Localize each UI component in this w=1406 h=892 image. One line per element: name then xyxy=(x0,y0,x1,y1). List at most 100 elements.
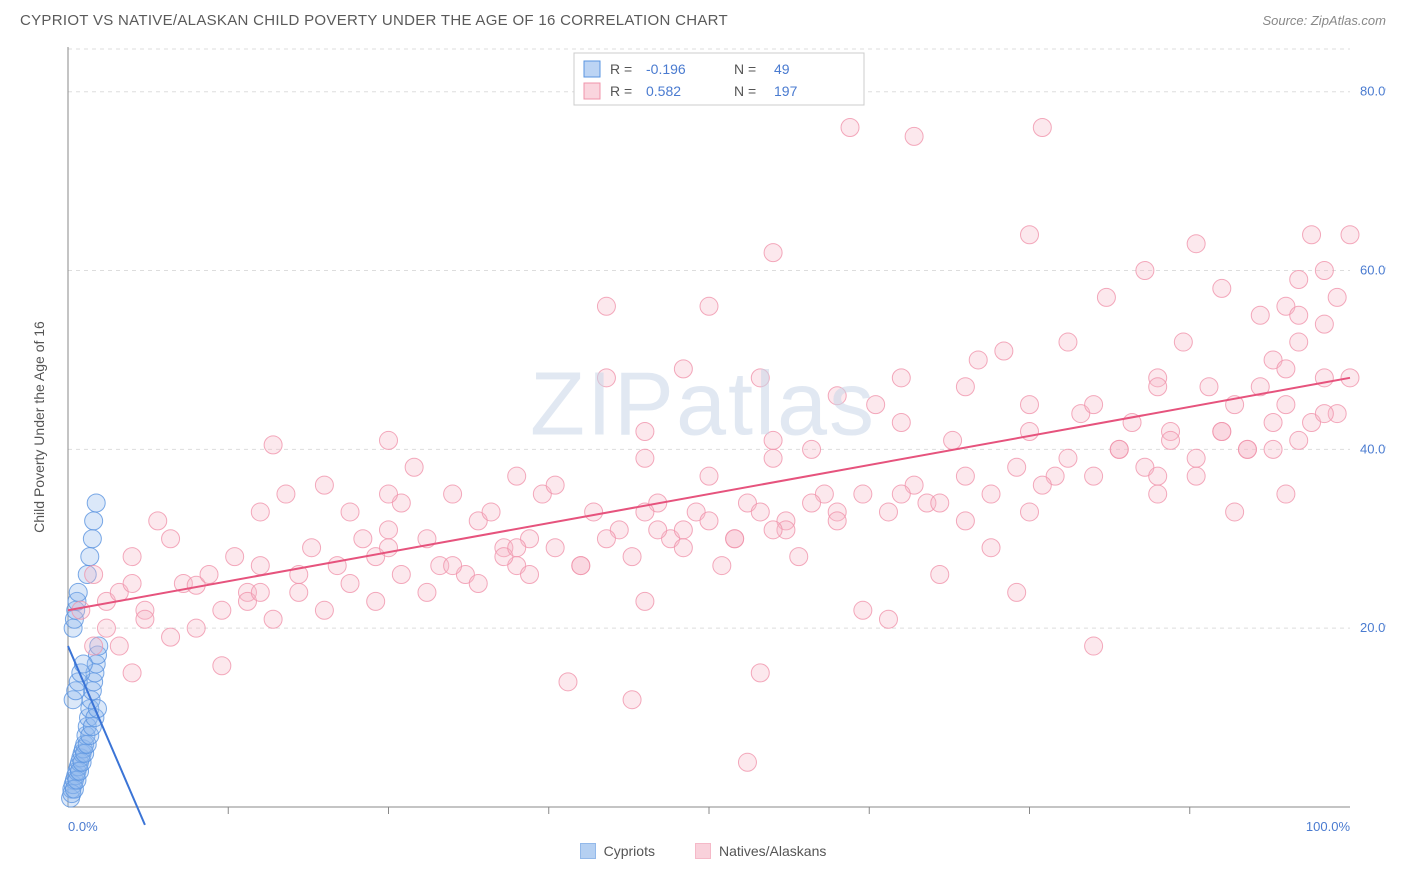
data-point xyxy=(764,449,782,467)
source-prefix: Source: xyxy=(1262,13,1310,28)
data-point xyxy=(1059,333,1077,351)
data-point xyxy=(83,530,101,548)
data-point xyxy=(290,583,308,601)
chart-title: CYPRIOT VS NATIVE/ALASKAN CHILD POVERTY … xyxy=(20,12,728,29)
data-point xyxy=(649,521,667,539)
data-point xyxy=(380,485,398,503)
data-point xyxy=(1187,467,1205,485)
data-point xyxy=(1226,503,1244,521)
data-point xyxy=(226,548,244,566)
data-point xyxy=(85,637,103,655)
data-point xyxy=(1277,396,1295,414)
data-point xyxy=(1097,288,1115,306)
data-point xyxy=(764,521,782,539)
data-point xyxy=(418,583,436,601)
data-point xyxy=(1251,306,1269,324)
data-point xyxy=(392,566,410,584)
data-point xyxy=(123,664,141,682)
data-point xyxy=(1110,440,1128,458)
data-point xyxy=(367,592,385,610)
data-point xyxy=(751,664,769,682)
data-point xyxy=(1162,431,1180,449)
data-point xyxy=(1315,405,1333,423)
chart-header: CYPRIOT VS NATIVE/ALASKAN CHILD POVERTY … xyxy=(0,0,1406,37)
source-link[interactable]: ZipAtlas.com xyxy=(1311,13,1386,28)
data-point xyxy=(1033,118,1051,136)
data-point xyxy=(341,503,359,521)
legend-n-label: N = xyxy=(734,61,756,77)
legend-r-label: R = xyxy=(610,61,632,77)
y-tick-label: 20.0% xyxy=(1360,620,1386,635)
data-point xyxy=(405,458,423,476)
data-point xyxy=(1085,467,1103,485)
data-point xyxy=(1008,583,1026,601)
data-point xyxy=(1315,315,1333,333)
data-point xyxy=(110,637,128,655)
y-tick-label: 40.0% xyxy=(1360,441,1386,456)
data-point xyxy=(508,539,526,557)
data-point xyxy=(636,592,654,610)
data-point xyxy=(213,657,231,675)
data-point xyxy=(803,440,821,458)
data-point xyxy=(674,360,692,378)
data-point xyxy=(1213,279,1231,297)
legend-swatch xyxy=(584,61,600,77)
data-point xyxy=(751,369,769,387)
data-point xyxy=(149,512,167,530)
data-point xyxy=(251,557,269,575)
data-point xyxy=(264,610,282,628)
data-point xyxy=(162,530,180,548)
legend-label: Natives/Alaskans xyxy=(719,843,826,859)
data-point xyxy=(956,467,974,485)
data-point xyxy=(764,431,782,449)
data-point xyxy=(521,566,539,584)
data-point xyxy=(444,557,462,575)
data-point xyxy=(892,414,910,432)
legend-r-value: -0.196 xyxy=(646,61,686,77)
data-point xyxy=(85,566,103,584)
data-point xyxy=(97,619,115,637)
data-point xyxy=(559,673,577,691)
data-point xyxy=(87,494,105,512)
data-point xyxy=(1021,226,1039,244)
y-tick-label: 80.0% xyxy=(1360,84,1386,99)
data-point xyxy=(72,601,90,619)
legend-n-value: 197 xyxy=(774,83,798,99)
data-point xyxy=(1136,262,1154,280)
data-point xyxy=(1341,226,1359,244)
legend-r-label: R = xyxy=(610,83,632,99)
data-point xyxy=(700,297,718,315)
chart-container: ZIPatlas 0.0%100.0%20.0%40.0%60.0%80.0%C… xyxy=(20,37,1386,837)
bottom-legend-item: Natives/Alaskans xyxy=(695,843,826,859)
data-point xyxy=(623,548,641,566)
data-point xyxy=(136,610,154,628)
y-axis-title: Child Poverty Under the Age of 16 xyxy=(31,321,47,533)
legend-n-value: 49 xyxy=(774,61,790,77)
data-point xyxy=(85,512,103,530)
data-point xyxy=(303,539,321,557)
series-Natives/Alaskans xyxy=(72,118,1359,771)
data-point xyxy=(944,431,962,449)
data-point xyxy=(854,485,872,503)
data-point xyxy=(315,601,333,619)
data-point xyxy=(738,753,756,771)
data-point xyxy=(969,351,987,369)
data-point xyxy=(790,548,808,566)
data-point xyxy=(892,369,910,387)
data-point xyxy=(264,436,282,454)
data-point xyxy=(1021,396,1039,414)
data-point xyxy=(931,566,949,584)
data-point xyxy=(1264,440,1282,458)
data-point xyxy=(200,566,218,584)
data-point xyxy=(546,539,564,557)
data-point xyxy=(751,503,769,521)
data-point xyxy=(277,485,295,503)
data-point xyxy=(597,530,615,548)
data-point xyxy=(931,494,949,512)
data-point xyxy=(995,342,1013,360)
data-point xyxy=(636,449,654,467)
data-point xyxy=(213,601,231,619)
data-point xyxy=(123,574,141,592)
data-point xyxy=(469,574,487,592)
data-point xyxy=(1200,378,1218,396)
